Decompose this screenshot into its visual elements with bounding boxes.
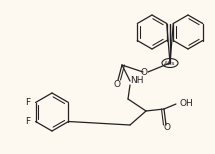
Text: Abs: Abs (164, 61, 176, 65)
Text: O: O (114, 79, 120, 89)
Text: O: O (163, 124, 170, 132)
Text: F: F (25, 117, 31, 126)
Text: NH: NH (130, 75, 144, 85)
Text: OH: OH (179, 99, 193, 109)
Text: O: O (140, 67, 147, 77)
Text: F: F (25, 98, 31, 107)
